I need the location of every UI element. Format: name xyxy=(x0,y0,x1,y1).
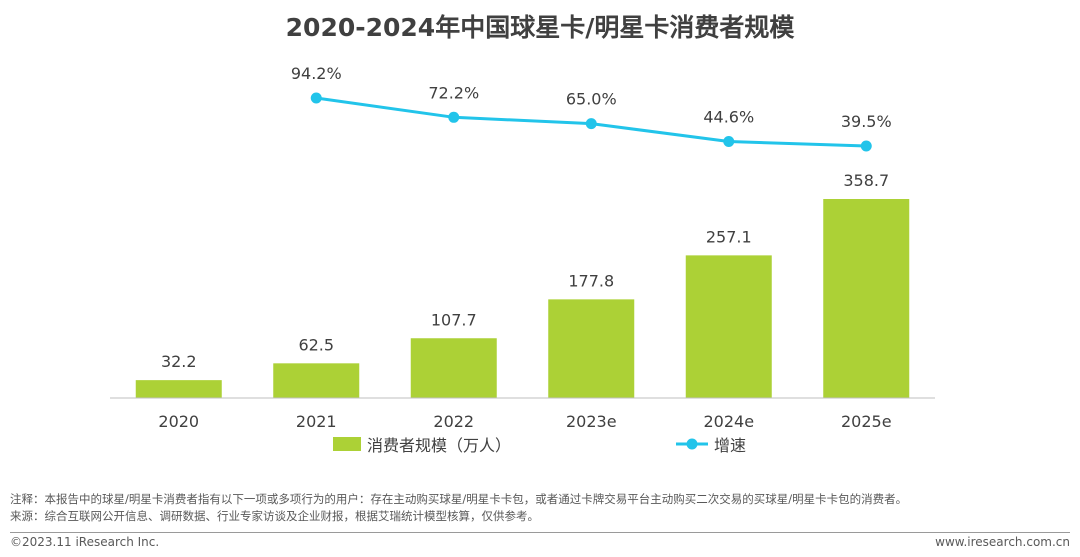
bar-label-2021: 62.5 xyxy=(298,335,334,354)
growth-point-2022 xyxy=(448,111,460,123)
footer-divider xyxy=(10,532,1070,533)
x-tick-2020: 2020 xyxy=(158,412,199,431)
bar-2025e xyxy=(823,199,910,398)
growth-point-2025e xyxy=(860,140,872,152)
bar-label-2025e: 358.7 xyxy=(843,171,889,190)
source-text: 来源：综合互联网公开信息、调研数据、行业专家访谈及企业财报，根据艾瑞统计模型核算… xyxy=(10,509,539,523)
growth-point-2023e xyxy=(585,118,597,130)
legend-bar-label: 消费者规模（万人） xyxy=(367,436,511,455)
legend-bar-swatch xyxy=(333,437,361,451)
x-tick-2023e: 2023e xyxy=(566,412,617,431)
bar-2020 xyxy=(135,380,222,398)
growth-label-2021: 94.2% xyxy=(291,64,342,83)
notes-block: 注释：本报告中的球星/明星卡消费者指有以下一项或多项行为的用户：存在主动购买球星… xyxy=(10,491,907,525)
bar-2022 xyxy=(410,338,497,398)
x-tick-2025e: 2025e xyxy=(841,412,892,431)
bar-2021 xyxy=(273,363,360,398)
legend-line-marker xyxy=(686,438,698,450)
copyright-text: ©2023.11 iResearch Inc. xyxy=(10,535,160,549)
chart-title: 2020-2024年中国球星卡/明星卡消费者规模 xyxy=(285,13,795,42)
legend-line-label: 增速 xyxy=(714,436,746,455)
growth-label-2022: 72.2% xyxy=(428,83,479,102)
bar-2023e xyxy=(548,299,635,398)
growth-label-2024e: 44.6% xyxy=(703,108,754,127)
website-text: www.iresearch.com.cn xyxy=(935,535,1070,549)
x-tick-2022: 2022 xyxy=(433,412,474,431)
bar-label-2023e: 177.8 xyxy=(568,271,614,290)
chart-canvas: 32.2 2020 62.5 2021 107.7 2022 177.8 2023e 257.1… xyxy=(110,64,935,455)
bar-label-2022: 107.7 xyxy=(431,310,477,329)
growth-point-2021 xyxy=(310,92,322,104)
x-tick-2024e: 2024e xyxy=(703,412,754,431)
bar-2024e xyxy=(685,255,772,398)
growth-point-2024e xyxy=(723,136,735,148)
growth-label-2025e: 39.5% xyxy=(841,112,892,131)
bar-label-2024e: 257.1 xyxy=(706,227,752,246)
bar-label-2020: 32.2 xyxy=(161,352,197,371)
growth-label-2023e: 65.0% xyxy=(566,90,617,109)
note-text: 注释：本报告中的球星/明星卡消费者指有以下一项或多项行为的用户：存在主动购买球星… xyxy=(10,492,908,506)
x-tick-2021: 2021 xyxy=(296,412,337,431)
